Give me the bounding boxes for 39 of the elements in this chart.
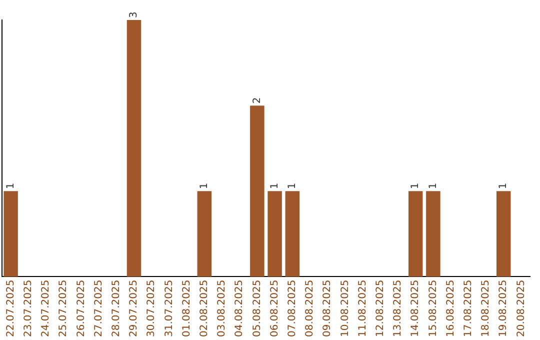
x-tick-label: 29.07.2025: [128, 280, 140, 338]
x-tick-label: 04.08.2025: [234, 280, 246, 338]
x-tick-label: 06.08.2025: [269, 280, 280, 338]
data-label: 1: [286, 182, 298, 190]
x-tick-label: 17.08.2025: [462, 280, 474, 338]
data-label: 3: [128, 12, 140, 18]
x-tick-label: 23.07.2025: [22, 280, 34, 338]
x-tick-label: 20.08.2025: [516, 280, 527, 338]
x-tick-label: 19.08.2025: [498, 280, 510, 338]
x-tick-label: 26.07.2025: [76, 280, 87, 338]
x-tick-label: 05.08.2025: [252, 280, 263, 338]
x-tick-label: 22.07.2025: [5, 280, 16, 338]
x-tick-label: 18.08.2025: [480, 280, 492, 338]
x-tick-label: 15.08.2025: [428, 280, 439, 338]
data-label: 1: [428, 182, 439, 190]
x-tick-label: 16.08.2025: [445, 280, 456, 338]
x-tick-label: 02.08.2025: [198, 280, 210, 338]
data-label: 1: [198, 182, 210, 190]
x-tick-label: 31.07.2025: [164, 280, 175, 338]
data-label: 2: [252, 97, 263, 104]
x-tick-label: 08.08.2025: [304, 280, 316, 338]
x-tick-label: 14.08.2025: [410, 280, 422, 338]
x-tick-label: 01.08.2025: [181, 280, 192, 338]
x-tick-label: 28.07.2025: [110, 280, 122, 338]
data-label: 1: [498, 182, 510, 190]
x-tick-label: 24.07.2025: [40, 280, 52, 338]
x-tick-label: 11.08.2025: [357, 280, 368, 338]
x-tick-label: 27.07.2025: [93, 280, 104, 338]
x-tick-label: 25.07.2025: [58, 280, 70, 338]
x-tick-label: 30.07.2025: [146, 280, 158, 338]
data-label: 1: [5, 182, 16, 190]
x-tick-label: 07.08.2025: [286, 280, 298, 338]
x-tick-label: 12.08.2025: [374, 280, 386, 338]
data-label: 1: [269, 182, 280, 190]
x-tick-label: 09.08.2025: [322, 280, 334, 338]
x-tick-label: 10.08.2025: [340, 280, 351, 338]
x-tick-label: 13.08.2025: [392, 280, 404, 338]
x-tick-label: 03.08.2025: [216, 280, 228, 338]
data-label: 1: [410, 182, 422, 190]
